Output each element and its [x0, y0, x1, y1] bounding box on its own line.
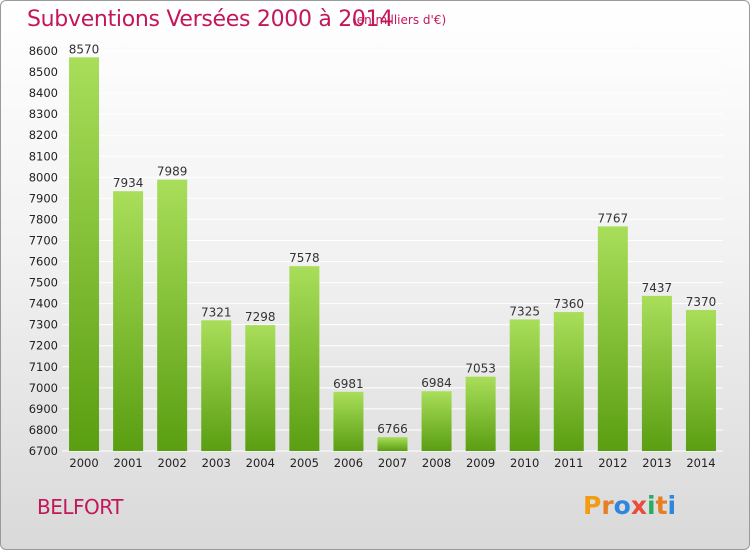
y-tick-label: 6700 — [29, 444, 58, 458]
x-tick-label: 2009 — [466, 456, 495, 470]
y-tick-label: 7500 — [29, 276, 58, 290]
logo-letter: i — [667, 491, 677, 520]
bar-value-label: 6981 — [333, 377, 364, 391]
y-tick-label: 7900 — [29, 191, 58, 205]
bar — [377, 437, 408, 451]
bar-value-label: 6766 — [377, 422, 408, 436]
y-tick-label: 7600 — [29, 255, 58, 269]
bar-value-label: 7578 — [289, 251, 320, 265]
bar-value-label: 7321 — [201, 305, 232, 319]
y-tick-label: 7200 — [29, 339, 58, 353]
bar — [289, 266, 320, 451]
bar-value-label: 7767 — [598, 211, 629, 225]
x-tick-label: 2002 — [158, 456, 187, 470]
y-tick-label: 8600 — [29, 44, 58, 58]
bar-value-label: 7298 — [245, 310, 276, 324]
x-tick-label: 2007 — [378, 456, 407, 470]
x-tick-label: 2014 — [686, 456, 715, 470]
x-axis-ticks: 2000 2001 2002 2003 2004 2005 2006 2007 2008 2009… — [69, 456, 715, 470]
y-tick-label: 8200 — [29, 128, 58, 142]
x-tick-label: 2008 — [422, 456, 451, 470]
bar — [113, 191, 144, 452]
y-tick-label: 6900 — [29, 402, 58, 416]
bar — [245, 325, 276, 451]
proxiti-logo: Proxiti — [583, 491, 676, 520]
bar — [69, 57, 100, 451]
y-tick-label: 7800 — [29, 212, 58, 226]
logo-letter: P — [583, 491, 602, 520]
bar-value-label: 7437 — [642, 281, 673, 295]
bar — [421, 391, 452, 451]
bar — [157, 179, 188, 451]
bar — [553, 312, 584, 451]
y-tick-label: 8400 — [29, 86, 58, 100]
y-tick-label: 7700 — [29, 233, 58, 247]
chart-title: Subventions Versées 2000 à 2014 — [27, 7, 394, 32]
x-tick-label: 2006 — [334, 456, 363, 470]
logo-letter: o — [613, 491, 631, 520]
bar — [465, 376, 496, 451]
y-tick-label: 8300 — [29, 107, 58, 121]
y-tick-label: 8000 — [29, 170, 58, 184]
value-labels: 8570 7934 7989 7321 7298 7578 6981 6766 6984 7053… — [69, 42, 716, 436]
bar-value-label: 6984 — [421, 376, 452, 390]
bar-value-label: 7370 — [686, 295, 717, 309]
y-tick-label: 7100 — [29, 360, 58, 374]
city-name: BELFORT — [37, 495, 123, 519]
bar — [641, 295, 672, 451]
bar — [597, 226, 628, 451]
bar-value-label: 7934 — [113, 176, 144, 190]
x-tick-label: 2000 — [69, 456, 98, 470]
x-tick-label: 2001 — [113, 456, 142, 470]
bar-value-label: 7989 — [157, 165, 188, 179]
x-tick-label: 2013 — [642, 456, 671, 470]
x-tick-label: 2012 — [598, 456, 627, 470]
y-tick-label: 8100 — [29, 149, 58, 163]
bar-value-label: 7325 — [509, 304, 540, 318]
logo-letter: r — [601, 491, 614, 520]
bar — [685, 309, 716, 451]
bar-value-label: 8570 — [69, 42, 100, 56]
bar — [201, 320, 232, 451]
bar-value-label: 7053 — [465, 362, 496, 376]
x-tick-label: 2011 — [554, 456, 583, 470]
x-tick-label: 2004 — [246, 456, 275, 470]
logo-letter: i — [647, 491, 656, 520]
bar — [333, 391, 364, 451]
bars — [69, 57, 716, 452]
x-tick-label: 2005 — [290, 456, 319, 470]
chart-unit-note: (en milliers d'€) — [352, 13, 447, 27]
logo-letter: t — [655, 491, 668, 520]
x-tick-label: 2003 — [202, 456, 231, 470]
y-tick-label: 6800 — [29, 423, 58, 437]
y-tick-label: 7000 — [29, 381, 58, 395]
y-tick-label: 7300 — [29, 318, 58, 332]
bar — [509, 319, 540, 451]
y-tick-label: 7400 — [29, 297, 58, 311]
y-tick-label: 8500 — [29, 65, 58, 79]
x-tick-label: 2010 — [510, 456, 539, 470]
y-axis-ticks: 6700 6800 6900 7000 7100 7200 7300 7400 7500 7600… — [29, 44, 58, 458]
bar-value-label: 7360 — [553, 297, 584, 311]
logo-letter: x — [630, 491, 647, 520]
